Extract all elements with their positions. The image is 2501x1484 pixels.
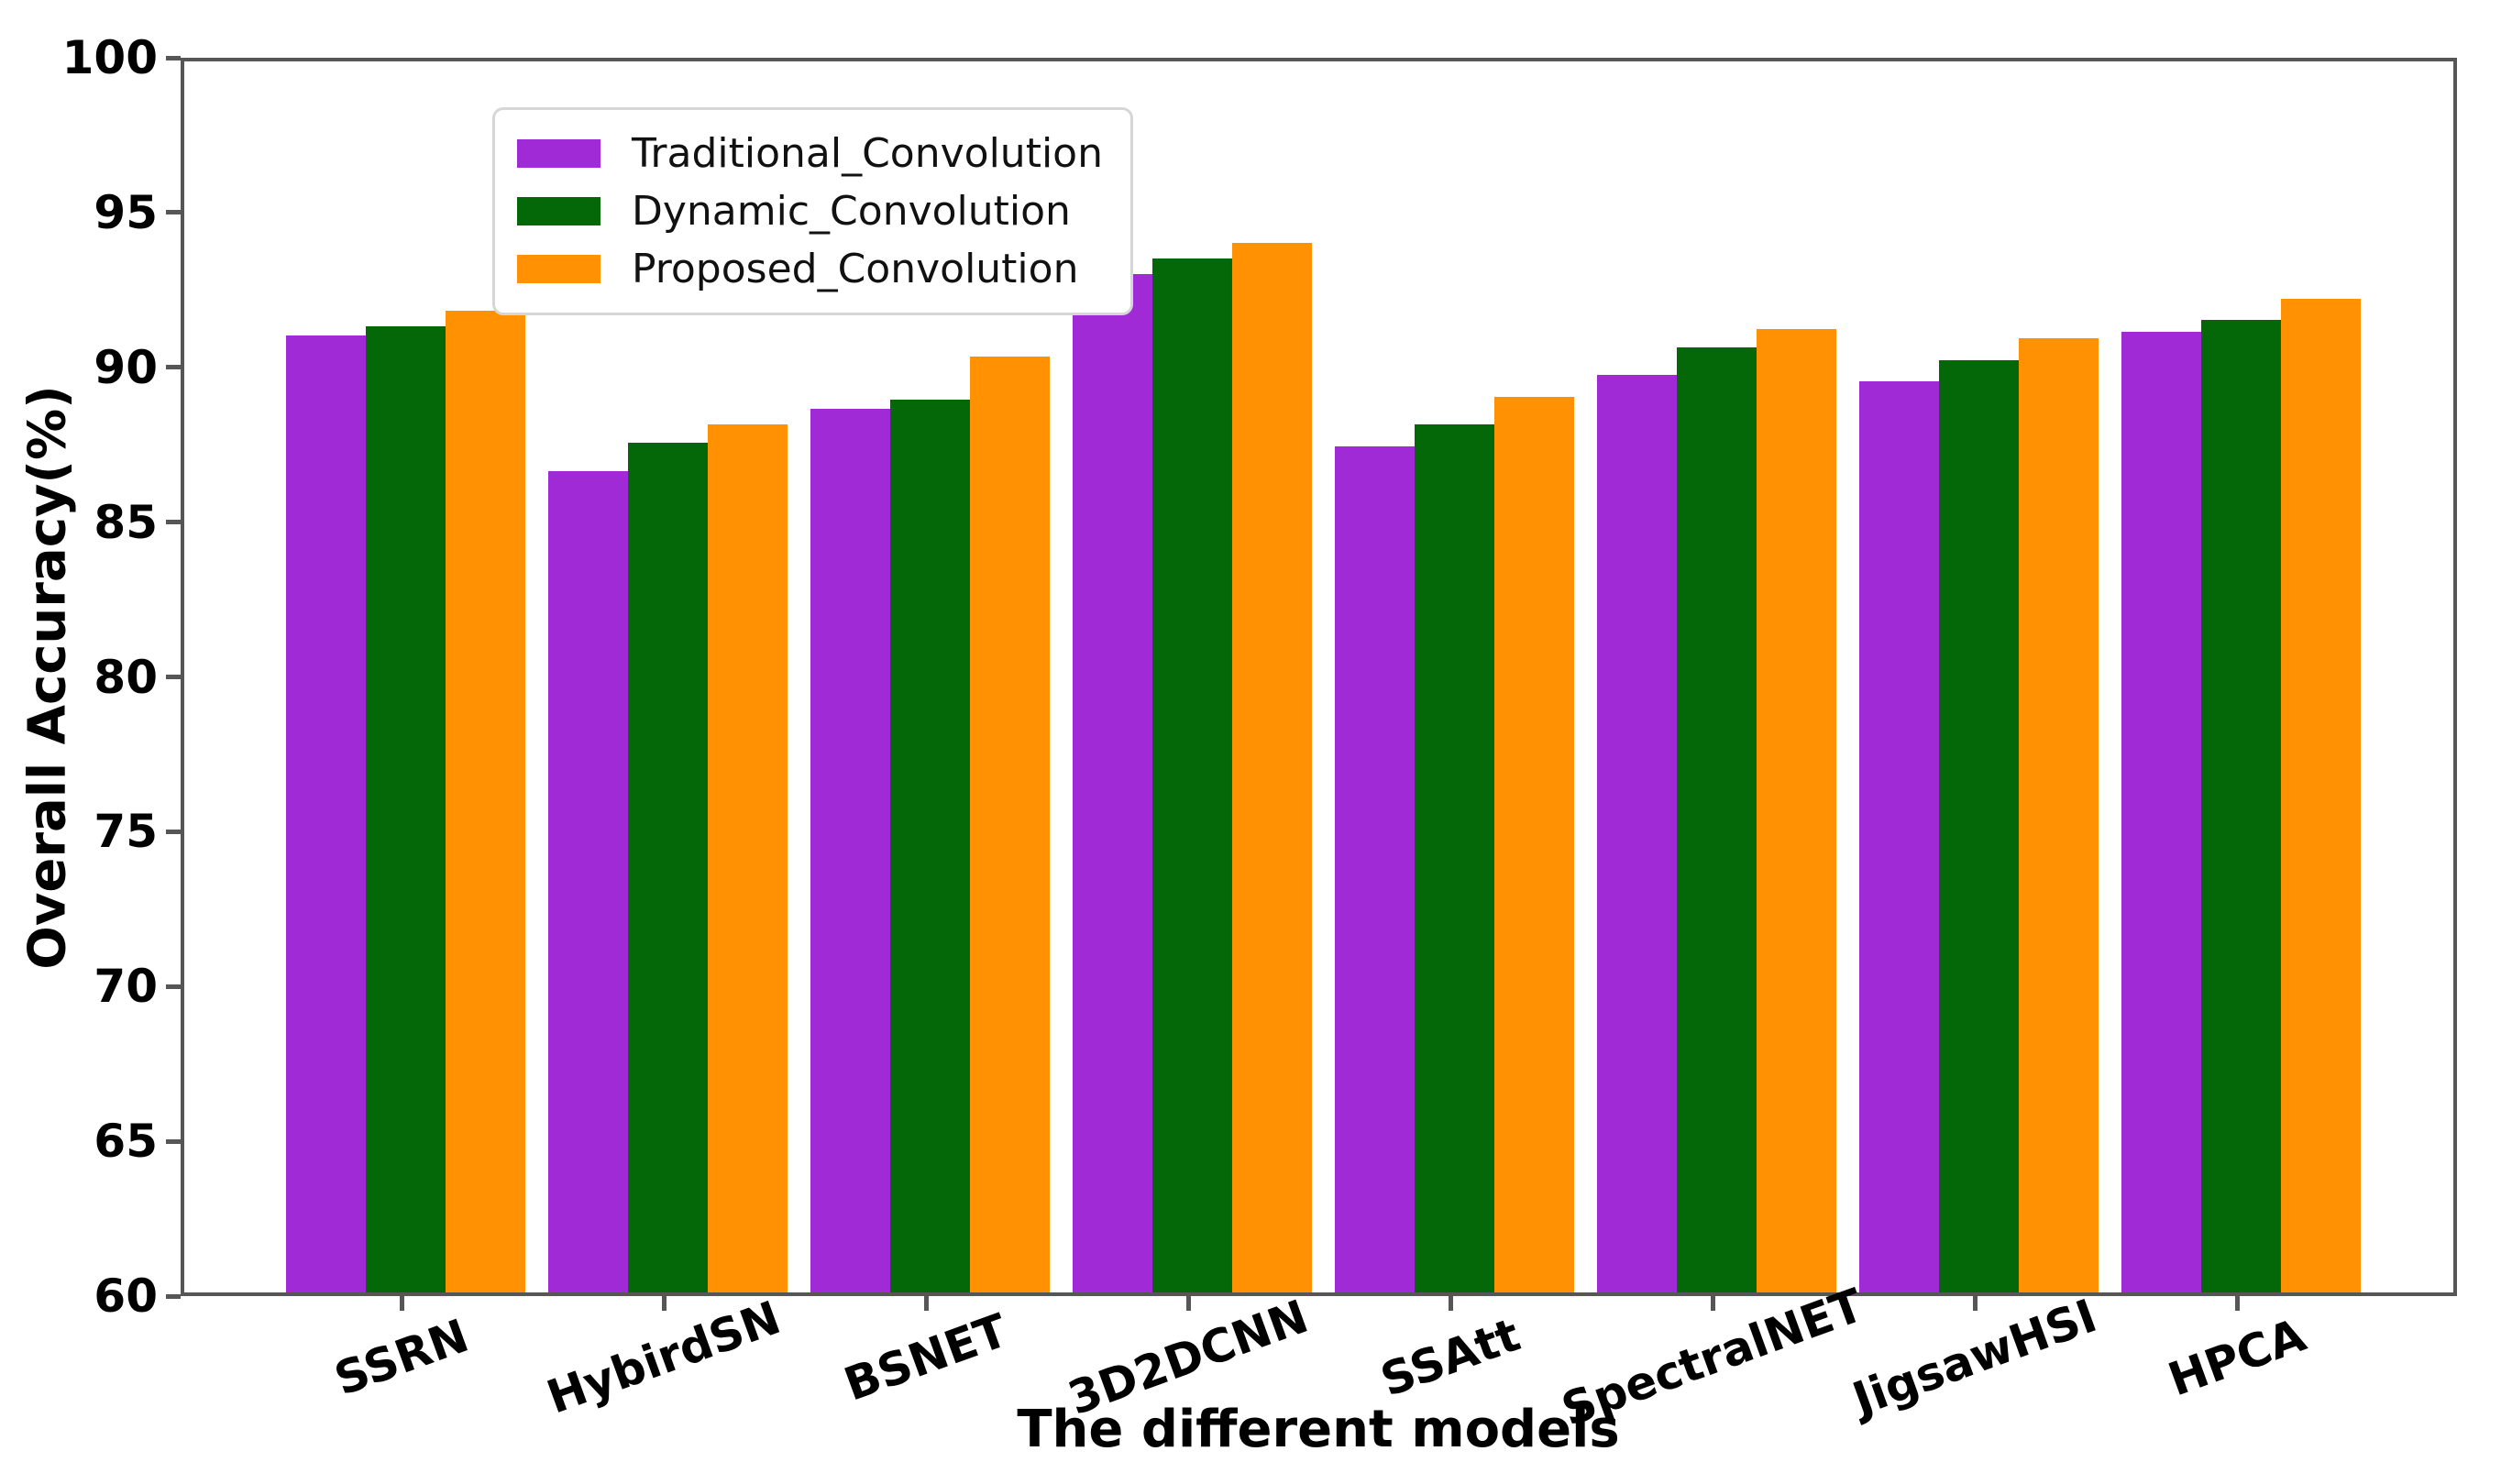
legend-item: Dynamic_Convolution — [517, 182, 1103, 240]
bar-proposed_convolution-ssrn — [445, 310, 525, 1292]
x-tick-label-text: SSAtt — [1373, 1308, 1527, 1407]
bar-traditional_convolution-ssatt — [1334, 445, 1415, 1292]
legend-item: Traditional_Convolution — [517, 125, 1103, 182]
legend-swatch-proposed_convolution — [517, 255, 600, 283]
x-tick-label-text: SSRN — [327, 1309, 476, 1406]
x-tick-mark — [1972, 1296, 1978, 1311]
y-tick-mark — [166, 1138, 181, 1144]
y-tick-label: 80 — [94, 650, 158, 704]
y-tick-label: 85 — [94, 495, 158, 549]
y-tick-label: 90 — [94, 340, 158, 394]
y-tick-label: 70 — [94, 960, 158, 1014]
y-tick-mark — [166, 520, 181, 525]
bar-dynamic_convolution-spectralnet — [1676, 347, 1757, 1292]
bar-traditional_convolution-hybirdsn — [547, 470, 628, 1292]
y-tick-mark — [166, 675, 181, 679]
bar-traditional_convolution-hpca — [2121, 332, 2201, 1292]
bar-traditional_convolution-3d2dcnn — [1072, 273, 1152, 1292]
x-tick-label-text: HPCA — [2161, 1308, 2313, 1407]
bar-proposed_convolution-bsnet — [969, 357, 1050, 1292]
x-tick-label-text: HybirdSN — [540, 1291, 788, 1424]
y-tick-label: 60 — [94, 1270, 158, 1323]
bar-traditional_convolution-ssrn — [285, 335, 366, 1292]
bar-proposed_convolution-spectralnet — [1756, 329, 1836, 1292]
x-tick-mark — [1448, 1296, 1453, 1311]
bar-dynamic_convolution-3d2dcnn — [1151, 258, 1232, 1292]
bar-dynamic_convolution-bsnet — [889, 400, 970, 1292]
bar-proposed_convolution-hybirdsn — [707, 424, 788, 1292]
legend-swatch-dynamic_convolution — [517, 197, 600, 225]
legend: Traditional_Convolution Dynamic_Convoluti… — [492, 107, 1133, 315]
x-tick-mark — [1710, 1296, 1715, 1311]
bar-dynamic_convolution-hpca — [2200, 320, 2281, 1292]
x-tick-mark — [399, 1296, 404, 1311]
y-tick-mark — [166, 829, 181, 834]
bar-traditional_convolution-jigsawhsi — [1858, 381, 1939, 1292]
legend-swatch-traditional_convolution — [517, 139, 600, 168]
bar-proposed_convolution-hpca — [2280, 298, 2361, 1292]
y-tick-label: 65 — [94, 1115, 158, 1169]
y-tick-mark — [166, 210, 181, 215]
x-tick-mark — [1185, 1296, 1191, 1311]
plot-area: Traditional_Convolution Dynamic_Convoluti… — [181, 58, 2457, 1296]
y-tick-label: 100 — [61, 31, 158, 84]
bar-dynamic_convolution-hybirdsn — [627, 443, 708, 1292]
legend-item: Proposed_Convolution — [517, 240, 1103, 298]
y-tick-mark — [166, 365, 181, 370]
y-tick-mark — [166, 984, 181, 989]
x-tick-label-text: BSNET — [837, 1303, 1015, 1412]
x-tick-mark — [923, 1296, 929, 1311]
legend-label: Dynamic_Convolution — [632, 188, 1071, 235]
x-tick-mark — [661, 1296, 667, 1311]
bar-proposed_convolution-ssatt — [1493, 396, 1574, 1292]
legend-label: Proposed_Convolution — [632, 246, 1079, 292]
y-tick-label: 95 — [94, 185, 158, 239]
x-tick-mark — [2234, 1296, 2240, 1311]
bar-dynamic_convolution-jigsawhsi — [1938, 359, 2019, 1292]
bar-dynamic_convolution-ssrn — [365, 325, 446, 1292]
bar-proposed_convolution-3d2dcnn — [1231, 243, 1312, 1292]
y-tick-mark — [166, 55, 181, 60]
bar-traditional_convolution-spectralnet — [1596, 375, 1677, 1292]
y-tick-label: 75 — [94, 805, 158, 859]
bar-traditional_convolution-bsnet — [810, 409, 890, 1292]
x-axis-title: The different models — [1017, 1400, 1620, 1459]
y-tick-mark — [166, 1293, 181, 1299]
bar-proposed_convolution-jigsawhsi — [2018, 338, 2099, 1292]
bar-dynamic_convolution-ssatt — [1414, 424, 1494, 1292]
bars-layer — [184, 61, 2453, 1292]
legend-label: Traditional_Convolution — [632, 130, 1103, 177]
